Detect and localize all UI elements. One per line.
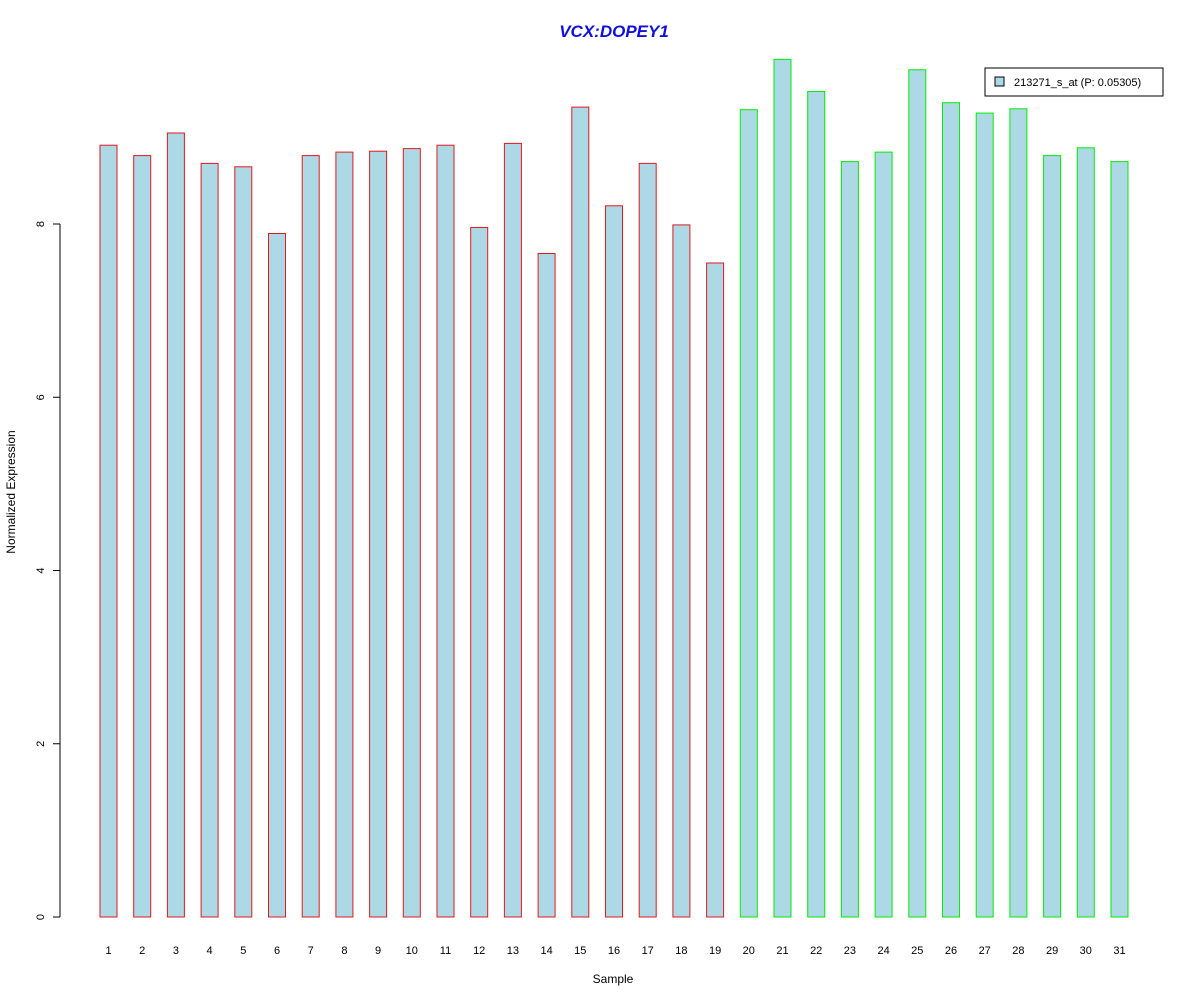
bar-sample-9: [369, 150, 388, 918]
x-tick-label: 28: [1012, 945, 1024, 957]
bar-sample-1: [99, 144, 118, 918]
x-tick-label: 7: [308, 945, 314, 957]
x-tick-label: 14: [540, 945, 552, 957]
y-tick-label: 2: [35, 741, 47, 747]
x-tick-label: 10: [406, 945, 418, 957]
x-tick-label: 9: [375, 945, 381, 957]
x-tick-label: 23: [844, 945, 856, 957]
y-tick-label: 6: [35, 394, 47, 400]
bar-sample-6: [268, 233, 286, 918]
y-tick-label: 0: [35, 914, 47, 920]
bar-sample-22: [807, 91, 826, 918]
x-tick-label: 20: [743, 945, 755, 957]
legend-box: [984, 67, 1164, 97]
x-tick-label: 5: [240, 945, 246, 957]
chart-title: VCX:DOPEY1: [559, 22, 669, 41]
y-tick-label: 4: [35, 567, 47, 573]
x-tick-label: 24: [877, 945, 889, 957]
x-tick-label: 31: [1113, 945, 1125, 957]
bar-sample-10: [402, 148, 421, 918]
x-tick-label: 29: [1046, 945, 1058, 957]
x-tick-label: 26: [945, 945, 957, 957]
bar-sample-26: [942, 102, 960, 918]
bar-sample-16: [605, 205, 623, 918]
bar-sample-31: [1110, 161, 1129, 918]
x-tick-label: 8: [341, 945, 347, 957]
bar-sample-13: [503, 142, 522, 918]
x-tick-label: 2: [139, 945, 145, 957]
y-axis-title: Normalized Expression: [4, 430, 18, 553]
x-tick-label: 22: [810, 945, 822, 957]
y-tick-label: 8: [35, 221, 47, 227]
bar-sample-8: [335, 151, 354, 918]
bar-sample-28: [1009, 108, 1028, 918]
bar-sample-3: [166, 132, 185, 918]
x-tick-label: 12: [473, 945, 485, 957]
bar-sample-11: [436, 144, 455, 918]
x-tick-label: 27: [979, 945, 991, 957]
bar-sample-23: [840, 161, 859, 918]
legend-label: 213271_s_at (P: 0.05305): [1014, 77, 1141, 89]
x-tick-label: 21: [776, 945, 788, 957]
x-tick-label: 19: [709, 945, 721, 957]
bar-sample-5: [234, 166, 253, 918]
bar-sample-4: [200, 162, 219, 918]
bar-sample-29: [1043, 155, 1062, 918]
x-tick-labels: 1 2 3 4 5 6 7 8 9 10 11 12 13 14 15 16 17 18 19 20 21 22 23 24 2…: [105, 945, 1125, 957]
x-tick-label: 30: [1080, 945, 1092, 957]
bar-sample-18: [672, 224, 691, 918]
x-tick-label: 15: [574, 945, 586, 957]
x-tick-label: 6: [274, 945, 280, 957]
x-tick-label: 1: [105, 945, 111, 957]
bar-sample-27: [975, 112, 994, 918]
x-tick-label: 17: [642, 945, 654, 957]
bar-sample-17: [638, 162, 657, 918]
y-axis: 0 2 4 6 8: [35, 221, 61, 920]
x-axis-title: Sample: [593, 972, 634, 986]
x-tick-label: 25: [911, 945, 923, 957]
x-tick-label: 11: [440, 945, 451, 957]
x-tick-label: 13: [507, 945, 519, 957]
bar-sample-12: [470, 227, 489, 918]
bar-sample-14: [537, 253, 556, 918]
x-tick-label: 18: [675, 945, 687, 957]
bar-sample-15: [571, 106, 590, 918]
bar-sample-7: [301, 155, 320, 918]
x-tick-label: 4: [207, 945, 213, 957]
x-tick-label: 3: [173, 945, 179, 957]
bar-sample-19: [706, 262, 725, 918]
x-tick-label: 16: [608, 945, 620, 957]
bar-sample-2: [133, 155, 152, 918]
bar-sample-24: [874, 151, 893, 918]
bars-group: [99, 58, 1129, 918]
bar-sample-20: [739, 109, 758, 918]
legend: 213271_s_at (P: 0.05305): [984, 67, 1164, 97]
legend-swatch: [994, 76, 1005, 87]
bar-sample-30: [1076, 147, 1095, 918]
bar-sample-21: [773, 58, 792, 918]
bar-sample-25: [908, 69, 927, 918]
